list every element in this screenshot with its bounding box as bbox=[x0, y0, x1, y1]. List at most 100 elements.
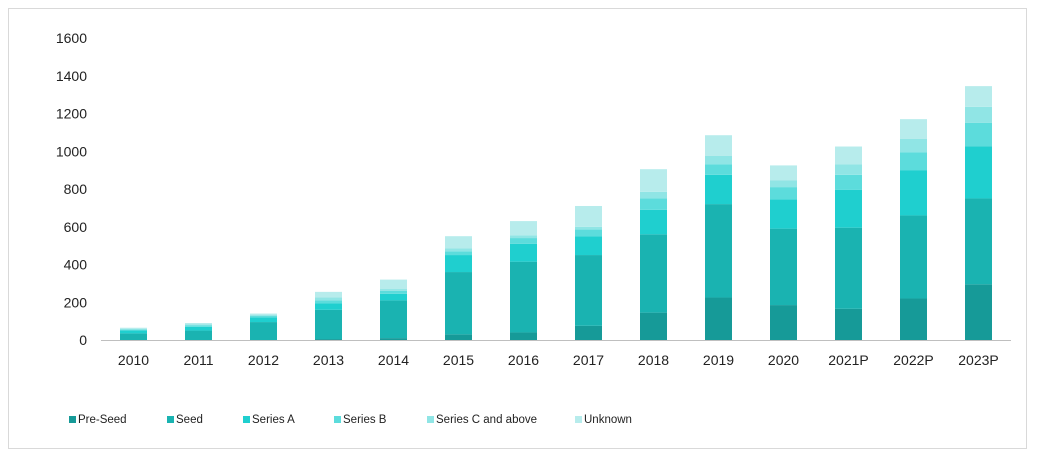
bar-segment bbox=[380, 289, 407, 291]
bar-segment bbox=[185, 323, 212, 325]
bar-segment bbox=[575, 229, 602, 237]
bar-segment bbox=[900, 138, 927, 153]
bar-segment bbox=[575, 226, 602, 230]
bar-segment bbox=[705, 174, 732, 205]
chart-frame: 0 200 400 600 800 1000 1200 1400 1600 2010 2011 20… bbox=[8, 8, 1027, 449]
x-tick-label: 2010 bbox=[118, 352, 149, 368]
bar-segment bbox=[770, 187, 797, 200]
bar-segment bbox=[640, 209, 667, 235]
bar-segment bbox=[250, 315, 277, 317]
bar-segment bbox=[900, 152, 927, 171]
legend-label: Unknown bbox=[584, 414, 632, 426]
bar-segment bbox=[380, 290, 407, 294]
bar-segment bbox=[705, 297, 732, 340]
bar-segment bbox=[445, 272, 472, 335]
bar-segment bbox=[835, 174, 862, 190]
bar-segment bbox=[120, 328, 147, 330]
bar-segment bbox=[705, 135, 732, 156]
bar-segment bbox=[380, 300, 407, 339]
bar-segment bbox=[835, 164, 862, 175]
bar-segment bbox=[965, 198, 992, 285]
y-tick-label: 200 bbox=[64, 294, 88, 310]
bar-segment bbox=[835, 308, 862, 340]
bar-segment bbox=[185, 326, 212, 331]
bar-segment bbox=[315, 297, 342, 301]
bar-segment bbox=[445, 248, 472, 252]
bar-segment bbox=[770, 199, 797, 229]
x-tick-label: 2013 bbox=[313, 352, 344, 368]
bar-segment bbox=[900, 170, 927, 216]
bar-segment bbox=[185, 325, 212, 327]
y-tick-label: 800 bbox=[64, 181, 88, 197]
legend-swatch bbox=[334, 416, 341, 423]
bar-segment bbox=[250, 317, 277, 323]
bar-segment bbox=[835, 227, 862, 309]
x-tick-label: 2023P bbox=[958, 352, 998, 368]
bar-segment bbox=[380, 279, 407, 290]
bar-segment bbox=[120, 333, 147, 340]
bar-segment bbox=[510, 221, 537, 236]
bar-segment bbox=[640, 169, 667, 192]
bar-segment bbox=[705, 164, 732, 175]
x-axis-ticks: 2010 2011 2012 2013 2014 2015 2016 2017 2018 2019… bbox=[118, 352, 999, 368]
bar-segment bbox=[315, 291, 342, 298]
legend: Pre-Seed Seed Series A Series B Series C and… bbox=[69, 414, 632, 426]
bar-segment bbox=[770, 228, 797, 306]
x-tick-label: 2021P bbox=[828, 352, 868, 368]
x-tick-label: 2015 bbox=[443, 352, 474, 368]
bar-segment bbox=[575, 205, 602, 227]
bar-segment bbox=[965, 284, 992, 340]
y-tick-label: 1000 bbox=[56, 143, 87, 159]
bar-segment bbox=[250, 316, 277, 318]
bar-segment bbox=[315, 309, 342, 340]
bar-segment bbox=[900, 298, 927, 340]
bar-segment bbox=[575, 325, 602, 340]
bar-segment bbox=[510, 332, 537, 340]
bar-segment bbox=[185, 330, 212, 340]
bar-segment bbox=[315, 300, 342, 304]
bar-segment bbox=[705, 155, 732, 165]
x-tick-label: 2020 bbox=[768, 352, 799, 368]
y-tick-label: 1200 bbox=[56, 106, 87, 122]
bar-segment bbox=[640, 312, 667, 340]
bar-segment bbox=[380, 293, 407, 301]
x-tick-label: 2019 bbox=[703, 352, 734, 368]
bar-segment bbox=[705, 204, 732, 298]
legend-label: Seed bbox=[176, 414, 203, 426]
bar-segment bbox=[315, 339, 342, 340]
legend-label: Series A bbox=[252, 414, 295, 426]
bars bbox=[120, 86, 992, 340]
x-tick-label: 2012 bbox=[248, 352, 279, 368]
bar-segment bbox=[445, 334, 472, 340]
bar-segment bbox=[380, 338, 407, 340]
bar-segment bbox=[965, 86, 992, 107]
bar-segment bbox=[640, 234, 667, 313]
legend-swatch bbox=[575, 416, 582, 423]
x-tick-label: 2018 bbox=[638, 352, 669, 368]
bar-segment bbox=[445, 251, 472, 256]
legend-label: Series B bbox=[343, 414, 387, 426]
bar-segment bbox=[835, 146, 862, 165]
bar-segment bbox=[120, 327, 147, 329]
bar-segment bbox=[510, 235, 537, 239]
bar-segment bbox=[315, 303, 342, 310]
y-tick-label: 1600 bbox=[56, 30, 87, 46]
bar-segment bbox=[510, 261, 537, 333]
bar-segment bbox=[965, 122, 992, 147]
x-tick-label: 2022P bbox=[893, 352, 933, 368]
bar-segment bbox=[510, 243, 537, 262]
y-axis-ticks: 0 200 400 600 800 1000 1200 1400 1600 bbox=[56, 30, 87, 348]
bar-segment bbox=[185, 324, 212, 326]
y-tick-label: 600 bbox=[64, 219, 88, 235]
bar-segment bbox=[770, 305, 797, 340]
x-tick-label: 2011 bbox=[183, 352, 213, 368]
bar-segment bbox=[965, 146, 992, 199]
bar-segment bbox=[120, 329, 147, 331]
legend-label: Pre-Seed bbox=[78, 414, 127, 426]
bar-segment bbox=[510, 238, 537, 244]
bar-segment bbox=[575, 255, 602, 326]
legend-swatch bbox=[243, 416, 250, 423]
bar-segment bbox=[770, 165, 797, 181]
bar-segment bbox=[640, 198, 667, 210]
